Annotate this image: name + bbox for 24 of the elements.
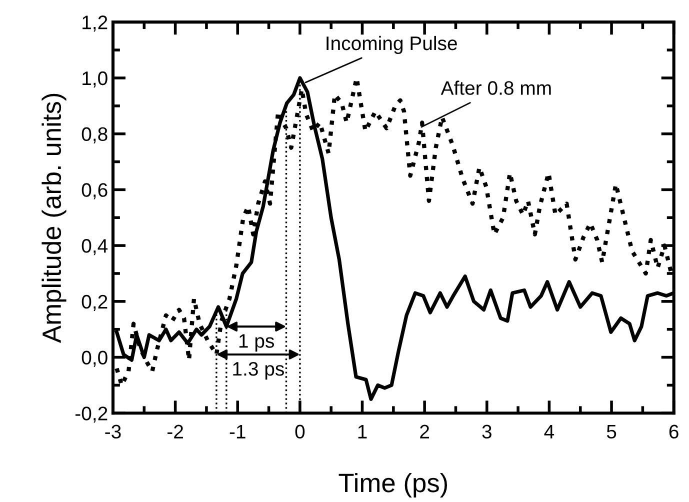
y-tick-label: 1,0 xyxy=(82,71,108,88)
x-tick-label: 1 xyxy=(358,424,367,438)
x-tick-label: -1 xyxy=(230,424,246,438)
annotation: 1 ps xyxy=(239,334,274,352)
y-tick-label: 0,0 xyxy=(82,350,108,367)
x-tick-label: 2 xyxy=(420,424,430,438)
y-tick-label: 0,4 xyxy=(82,239,108,256)
x-tick-label: -3 xyxy=(105,424,121,439)
y-tick-label: 0,8 xyxy=(82,127,108,144)
annotation: Incoming Pulse xyxy=(326,36,457,54)
y-tick-label: 0,2 xyxy=(82,294,108,311)
x-tick-label: 5 xyxy=(606,424,616,439)
x-tick-label: 4 xyxy=(544,424,554,438)
x-tick-label: 6 xyxy=(669,424,678,439)
y-tick-label: 1,2 xyxy=(82,16,108,32)
x-tick-label: 3 xyxy=(482,424,492,439)
y-axis-title: Amplitude (arb. units) xyxy=(42,94,66,343)
x-axis-title: Time (ps) xyxy=(338,472,447,498)
x-tick-label: 0 xyxy=(295,424,305,439)
x-tick-label: -2 xyxy=(168,424,183,438)
y-tick-label: 0,6 xyxy=(82,183,108,200)
annotation: After 0.8 mm xyxy=(440,80,551,95)
y-tick-label: -0,2 xyxy=(75,406,108,423)
annotation: 1.3 ps xyxy=(233,362,284,380)
